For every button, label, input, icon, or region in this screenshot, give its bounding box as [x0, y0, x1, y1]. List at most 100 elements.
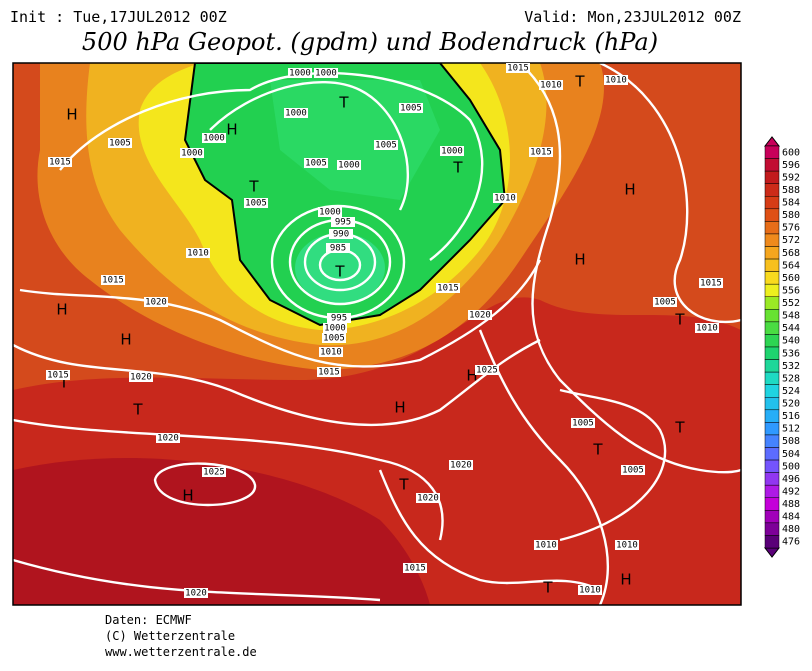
isobar-label-text: 1005 [622, 466, 644, 476]
isobar-label: 1000 [284, 108, 308, 119]
colorbar-label: 536 [782, 348, 800, 359]
isobar-label: 1015 [529, 147, 553, 158]
isobar-label: 1015 [699, 278, 723, 289]
isobar-label-box [323, 323, 347, 333]
colorbar-label: 528 [782, 373, 800, 384]
isobar-label: 1020 [144, 297, 168, 308]
isobar-label: 1015 [436, 283, 460, 294]
isobar-label: 1025 [202, 467, 226, 478]
colorbar-label: 484 [782, 512, 800, 523]
isobar-label-box [539, 80, 563, 90]
isobar-label-text: 1000 [324, 324, 346, 334]
colorbar-label: 568 [782, 248, 800, 259]
colorbar-label: 520 [782, 399, 800, 410]
isobar-label-box [436, 283, 460, 293]
pressure-center: H [182, 487, 193, 505]
isobar-label: 1000 [202, 133, 226, 144]
isobar-label-box [322, 333, 346, 343]
isobar-label-box [621, 465, 645, 475]
isobar-label-text: 1010 [535, 541, 557, 551]
isobar-label-box [317, 367, 341, 377]
colorbar-label: 508 [782, 436, 800, 447]
isobar-label: 1015 [506, 63, 530, 74]
isobar-label: 1025 [475, 365, 499, 376]
isobar-label: 1000 [288, 68, 312, 79]
isobar-label-text: 1005 [375, 141, 397, 151]
colorbar-swatch [764, 271, 780, 285]
map-frame [12, 62, 742, 606]
isobar-label-text: 1015 [49, 158, 71, 168]
isobar-label: 1015 [46, 370, 70, 381]
pressure-center: H [624, 181, 635, 199]
colorbar-swatch [764, 221, 780, 235]
isobar-label: 1010 [534, 540, 558, 551]
colorbar-swatch [764, 296, 780, 310]
isobar-label-box [695, 323, 719, 333]
isobar-label-box [202, 467, 226, 477]
pressure-center: H [574, 251, 585, 269]
pressure-center: T [58, 374, 69, 392]
colorbar-label: 492 [782, 486, 800, 497]
colorbar-swatch [764, 196, 780, 210]
colorbar-swatch [764, 321, 780, 335]
colorbar-swatch [764, 459, 780, 473]
pressure-center: H [226, 121, 237, 139]
init-time: Init : Tue,17JUL2012 00Z [10, 8, 227, 26]
isobar-label-text: 1005 [572, 419, 594, 429]
isobar-label-box [615, 540, 639, 550]
colorbar-label: 524 [782, 386, 800, 397]
isobar-label-text: 1000 [315, 69, 337, 79]
isobar-label-box [440, 146, 464, 156]
colorbar-label: 596 [782, 160, 800, 171]
isobar-label-box [288, 68, 312, 78]
colorbar-swatch [764, 233, 780, 247]
isobar-label: 1000 [440, 146, 464, 157]
pressure-center: H [120, 331, 131, 349]
isobar-label-box [186, 248, 210, 258]
isobar-label: 1010 [578, 585, 602, 596]
isobar-label-text: 1015 [700, 279, 722, 289]
isobar-label-text: 995 [331, 314, 347, 324]
colorbar-cap [763, 547, 781, 558]
pressure-center: T [452, 159, 463, 177]
isobar-label-text: 1005 [109, 139, 131, 149]
isobar-label: 1000 [318, 207, 342, 218]
pressure-center: H [620, 571, 631, 589]
isobar-label: 1005 [108, 138, 132, 149]
isobar-label-text: 1010 [616, 541, 638, 551]
colorbar-swatch [764, 397, 780, 411]
isobar-label: 1005 [399, 103, 423, 114]
colorbar-label: 564 [782, 260, 800, 271]
colorbar-label: 512 [782, 424, 800, 435]
isobar-label: 1015 [48, 157, 72, 168]
colorbar-label: 540 [782, 336, 800, 347]
isobar-label-text: 1000 [289, 69, 311, 79]
colorbar-swatch [764, 183, 780, 197]
colorbar-swatch [764, 434, 780, 448]
isobar-label-box [399, 103, 423, 113]
isobar-label-text: 1015 [47, 371, 69, 381]
colorbar-swatch [764, 472, 780, 486]
isobar-label-box [653, 297, 677, 307]
isobar-label: 1020 [449, 460, 473, 471]
isobar-label: 1010 [604, 75, 628, 86]
colorbar-label: 576 [782, 223, 800, 234]
isobar-label-text: 1010 [540, 81, 562, 91]
colorbar-label: 588 [782, 185, 800, 196]
isobar-label-text: 985 [330, 244, 346, 254]
isobar-label: 1020 [129, 372, 153, 383]
footer-copyright: (C) Wetterzentrale [105, 629, 235, 643]
colorbar-label: 488 [782, 499, 800, 510]
isobar-label-text: 1015 [102, 276, 124, 286]
isobar-label-box [337, 160, 361, 170]
isobar-label-box [571, 418, 595, 428]
pressure-center: T [398, 476, 409, 494]
isobar-label-text: 1010 [605, 76, 627, 86]
colorbar-swatch [764, 422, 780, 436]
colorbar-swatch [764, 309, 780, 323]
isobar-label: 1000 [323, 323, 347, 334]
isobar-label: 1015 [403, 563, 427, 574]
isobar-label: 1010 [493, 193, 517, 204]
map-area [13, 63, 741, 605]
